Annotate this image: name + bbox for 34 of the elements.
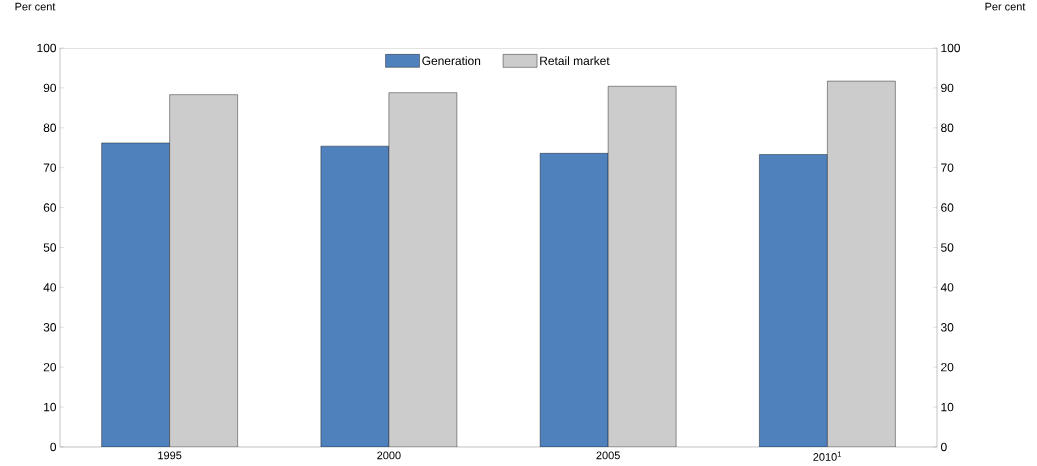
legend-label: Generation (422, 56, 481, 66)
y-tick-label: 30 (43, 323, 57, 332)
x-tick-label: 2000 (377, 451, 401, 460)
y2-tick-label: 10 (941, 402, 954, 412)
y-tick-label: 50 (43, 243, 57, 252)
y-tick-label: 20 (43, 362, 57, 372)
y2-tick-label: 40 (940, 283, 954, 292)
y-tick-label: 40 (43, 283, 57, 292)
bar (827, 80, 896, 447)
y-tick-label: 90 (43, 83, 57, 93)
y2-tick-label: 90 (941, 83, 954, 93)
y2-tick-label: 80 (941, 123, 954, 133)
y2-tick-label: 70 (941, 163, 954, 172)
x-tick-label: 2005 (596, 451, 620, 460)
y-tick-label: 10 (44, 402, 57, 412)
y2-tick-label: 100 (941, 43, 961, 53)
bar (169, 94, 238, 447)
y-tick-label: 80 (43, 123, 57, 133)
y-tick-label: 70 (43, 163, 57, 172)
y-tick-label: 60 (43, 203, 57, 212)
y2-tick-label: 30 (940, 323, 954, 332)
y2-tick-label: 20 (941, 362, 954, 372)
y-axis-title: Per cent (15, 2, 56, 11)
x-tick-label: 2010$^{1}$ (813, 451, 842, 461)
y2-axis-title: Per cent (985, 2, 1026, 11)
y2-tick-label: 60 (941, 203, 954, 212)
bar (607, 86, 677, 447)
legend-label: Retail market (540, 56, 610, 66)
y2-tick-label: 0 (941, 442, 947, 452)
bar (388, 92, 458, 447)
y-tick-label: 100 (37, 43, 57, 53)
y2-tick-label: 50 (941, 243, 954, 252)
y-tick-label: 0 (50, 442, 57, 452)
x-tick-label: 1995 (158, 451, 182, 460)
